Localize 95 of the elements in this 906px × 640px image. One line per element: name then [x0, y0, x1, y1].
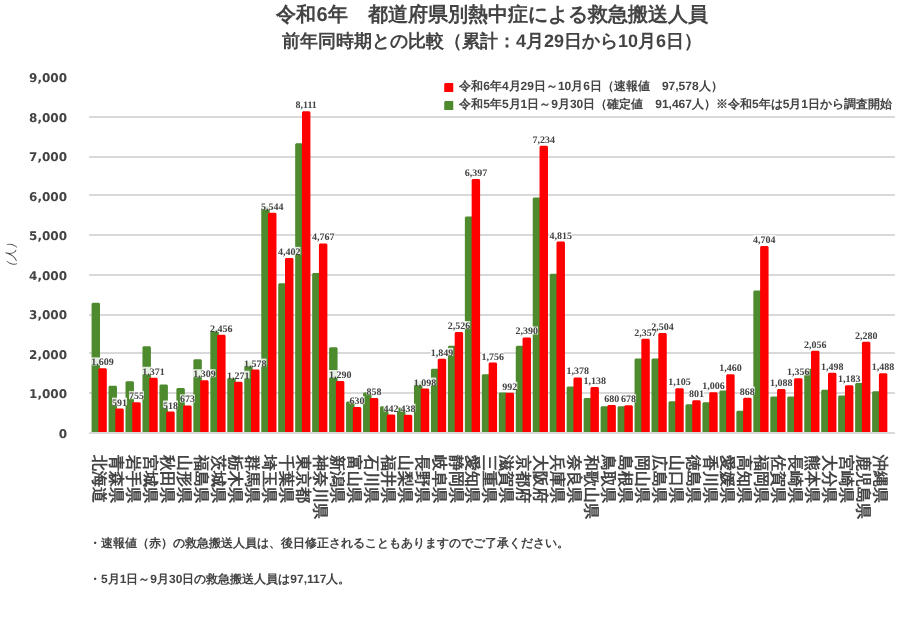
- x-tick-label: 石川県: [361, 453, 380, 505]
- x-tick-label: 長野県: [412, 453, 431, 505]
- x-tick-label: 青森県: [107, 453, 126, 505]
- bar: [183, 405, 192, 433]
- bar: [590, 386, 599, 433]
- bar: [234, 381, 243, 433]
- x-tick-label: 愛知県: [463, 455, 482, 505]
- bar: [149, 377, 158, 433]
- x-tick-label: 栃木県: [225, 453, 244, 505]
- bar: [285, 257, 294, 433]
- x-tick-label: 東京都: [293, 453, 312, 503]
- bar: [217, 334, 226, 433]
- x-tick-label: 広島県: [650, 453, 671, 505]
- x-tick-label: 岩手県: [124, 453, 143, 505]
- bar: [692, 400, 701, 433]
- bar: [777, 388, 786, 433]
- x-tick-label: 山形県: [175, 455, 194, 505]
- bar: [166, 411, 175, 433]
- x-tick-label: 新潟県: [327, 453, 348, 505]
- x-tick-label: 秋田県: [158, 453, 177, 505]
- bar: [251, 369, 260, 433]
- bar: [471, 178, 481, 433]
- bar: [811, 350, 820, 433]
- bar: [132, 402, 141, 433]
- bar: [403, 414, 413, 433]
- bar: [726, 374, 735, 433]
- bar: [268, 212, 277, 433]
- bar: [827, 372, 837, 433]
- x-tick-label: 茨城県: [208, 453, 227, 505]
- x-tick-label: 山口県: [667, 455, 686, 505]
- x-tick-label: 岐阜県: [429, 455, 448, 505]
- bar: [539, 145, 548, 433]
- x-tick-label: 熊本県: [802, 455, 821, 505]
- x-tick-label: 香川県: [701, 453, 720, 505]
- x-tick-label: 佐賀県: [768, 453, 787, 505]
- bar: [454, 332, 464, 433]
- bar: [658, 332, 667, 433]
- bar: [794, 378, 803, 433]
- x-tick-label: 徳島県: [684, 453, 703, 505]
- x-tick-label: 京都府: [514, 453, 535, 503]
- x-tick-label: 三重県: [480, 455, 499, 505]
- x-tick-label: 福島県: [191, 453, 210, 505]
- chart-subtitle: 前年同時期との比較（累計：4月29日から10月6日）: [279, 31, 703, 51]
- bar: [743, 397, 752, 433]
- bar: [352, 407, 362, 433]
- bar: [318, 243, 328, 433]
- bar: [878, 373, 888, 433]
- x-tick-label: 沖縄県: [870, 453, 889, 505]
- bar: [420, 388, 430, 433]
- x-tick-label: 群馬県: [242, 453, 261, 505]
- x-tick-label: 神奈川県: [310, 453, 329, 521]
- x-tick-label: 大阪府: [531, 455, 552, 503]
- bar: [675, 388, 684, 433]
- x-tick-label: 大分県: [819, 455, 838, 505]
- x-tick-label: 千葉県: [276, 453, 295, 505]
- x-tick-label: 福岡県: [751, 453, 770, 505]
- bar: [488, 362, 498, 433]
- bar: [200, 380, 209, 433]
- bar: [335, 380, 345, 433]
- bar: [437, 358, 447, 433]
- bar: [98, 368, 107, 433]
- bar: [369, 398, 379, 433]
- x-tick-label: 静岡県: [446, 453, 465, 505]
- bar: [522, 337, 532, 433]
- bar: [709, 392, 718, 433]
- x-tick-label: 鳥取県: [599, 453, 618, 505]
- bar: [844, 385, 854, 433]
- x-tick-label: 愛媛県: [718, 455, 737, 505]
- x-tick-label: 富山県: [344, 455, 365, 505]
- x-tick-label: 奈良県: [565, 453, 586, 505]
- x-tick-label: 鹿児島県: [853, 453, 874, 521]
- x-tick-label: 滋賀県: [497, 453, 516, 505]
- x-tick-label: 長崎県: [785, 453, 804, 505]
- bar: [573, 377, 582, 433]
- x-tick-label: 和歌山県: [582, 453, 601, 521]
- bar: [607, 405, 616, 433]
- bar: [624, 405, 633, 433]
- x-tick-label: 埼玉県: [259, 453, 278, 505]
- x-tick-label: 福井県: [378, 453, 397, 505]
- bar: [556, 241, 565, 433]
- x-tick-label: 宮崎県: [836, 455, 857, 505]
- x-tick-label: 兵庫県: [548, 453, 569, 505]
- x-tick-label: 北海道: [90, 453, 109, 505]
- x-tick-label: 島根県: [616, 455, 635, 505]
- bar: [861, 341, 871, 433]
- bar: [641, 338, 650, 433]
- bar: [760, 245, 769, 433]
- x-tick-label: 岡山県: [633, 455, 652, 505]
- bar: [505, 392, 515, 433]
- x-tick-label: 高知県: [734, 455, 755, 505]
- bar: [301, 111, 311, 433]
- bar: [115, 408, 124, 433]
- chart-title: 令和6年 都道府県別熱中症による救急搬送人員: [274, 3, 710, 27]
- x-tick-label: 宮城県: [141, 455, 162, 505]
- x-tick-label: 山梨県: [395, 455, 414, 505]
